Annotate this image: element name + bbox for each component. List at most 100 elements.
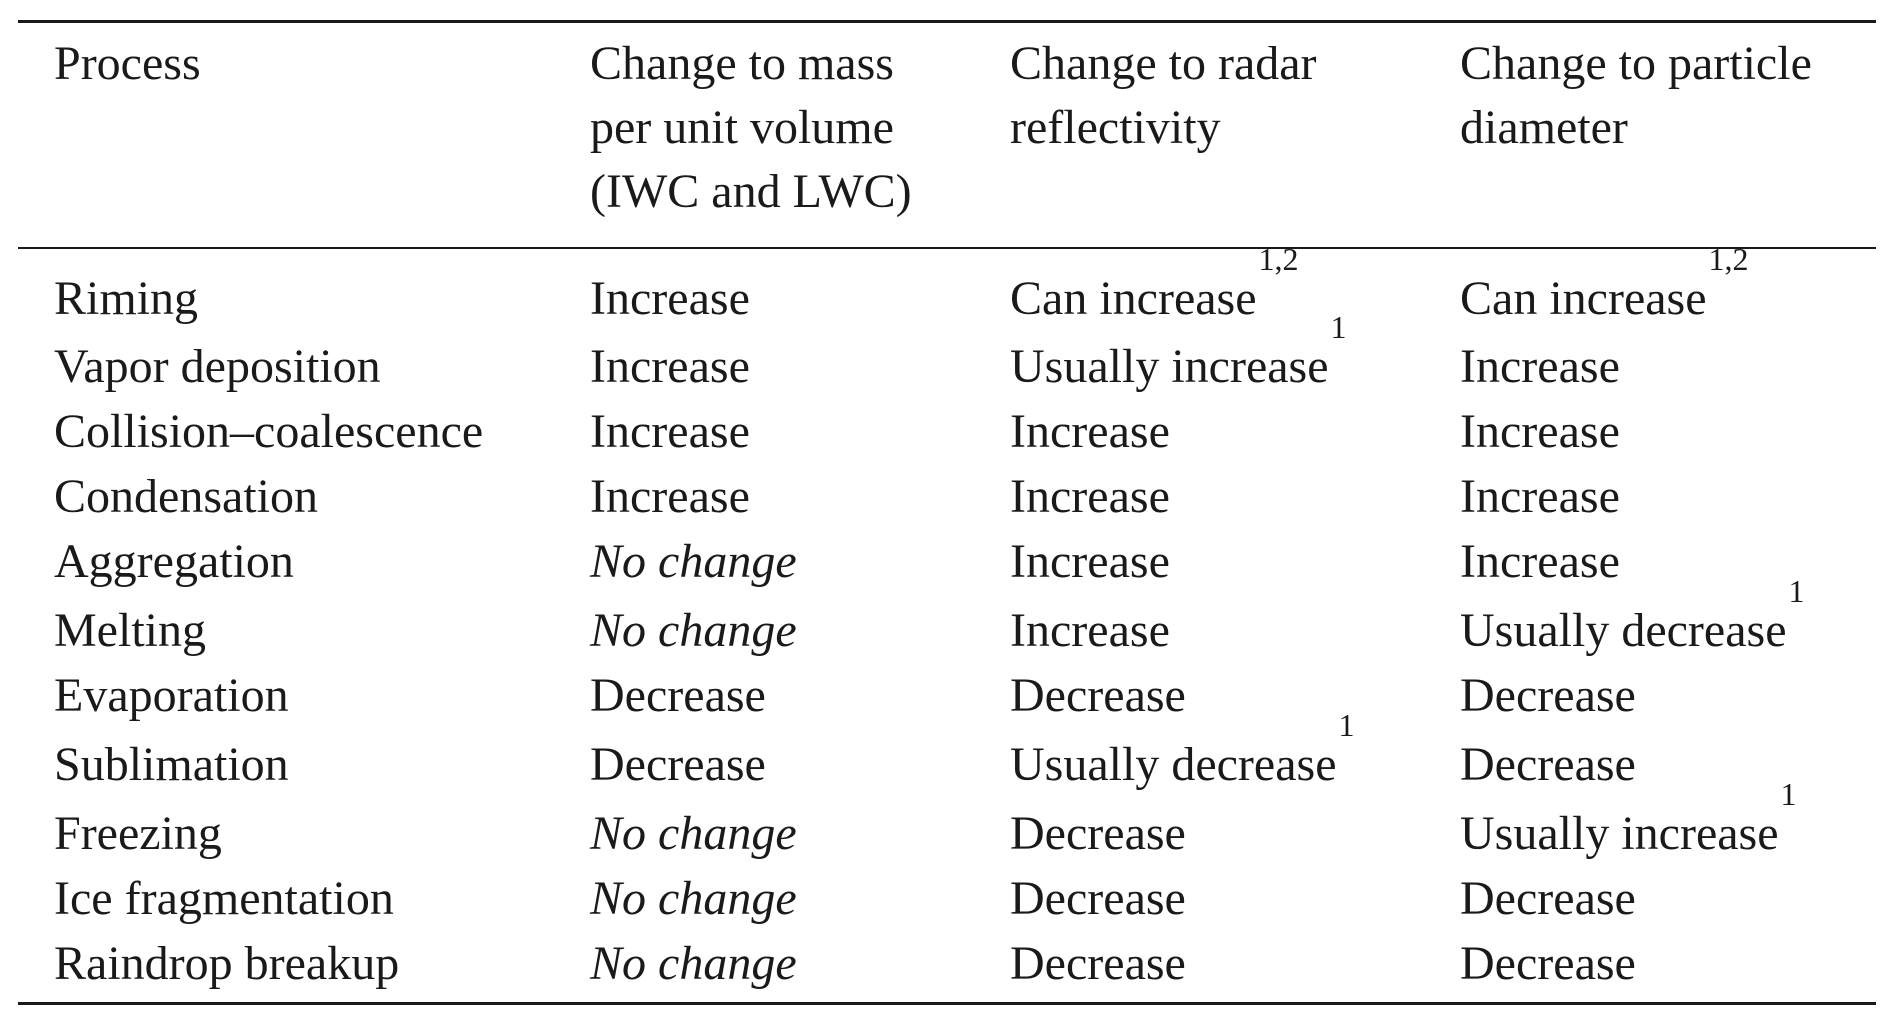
process-cell-text: Riming — [54, 272, 199, 325]
reflectivity-change-cell: Increase — [1010, 599, 1170, 663]
diameter-change-cell: Increase — [1460, 335, 1620, 399]
process-cell: Ice fragmentation — [54, 867, 394, 931]
footnote-marker: 1 — [1788, 573, 1805, 609]
reflectivity-change-cell: Decrease — [1010, 867, 1186, 931]
mass-change-cell: No change — [590, 802, 797, 866]
diameter-change-cell-text: Decrease — [1460, 738, 1636, 791]
column-header-line: Process — [54, 37, 201, 90]
mass-change-cell: No change — [590, 867, 797, 931]
mass-change-cell: Increase — [590, 335, 750, 399]
diameter-change-cell: Decrease — [1460, 733, 1636, 797]
column-header-line: Change to mass — [590, 37, 894, 90]
diameter-change-cell: Decrease — [1460, 867, 1636, 931]
reflectivity-change-cell-text: Usually decrease — [1010, 738, 1337, 791]
process-cell: Raindrop breakup — [54, 932, 399, 996]
reflectivity-change-cell-text: Decrease — [1010, 937, 1186, 990]
mass-change-cell-text: Decrease — [590, 669, 766, 722]
column-header-line: reflectivity — [1010, 101, 1221, 154]
process-cell: Vapor deposition — [54, 335, 381, 399]
reflectivity-change-cell: Can increase1,2 — [1010, 243, 1299, 331]
diameter-change-cell-text: Usually decrease — [1460, 604, 1787, 657]
reflectivity-change-cell-text: Decrease — [1010, 872, 1186, 925]
diameter-change-cell: Can increase1,2 — [1460, 243, 1749, 331]
reflectivity-change-cell: Increase — [1010, 465, 1170, 529]
diameter-change-cell-text: Decrease — [1460, 872, 1636, 925]
footnote-marker: 1 — [1330, 309, 1347, 345]
reflectivity-change-cell: Decrease — [1010, 932, 1186, 996]
process-cell-text: Condensation — [54, 470, 318, 523]
reflectivity-change-cell: Increase — [1010, 400, 1170, 464]
column-header-line: per unit volume — [590, 101, 894, 154]
process-cell: Evaporation — [54, 664, 289, 728]
column-header-line: Change to radar — [1010, 37, 1317, 90]
table-bottom-rule — [18, 1002, 1876, 1005]
mass-change-cell-text: No change — [590, 604, 797, 657]
mass-change-cell: Decrease — [590, 733, 766, 797]
mass-change-cell: Increase — [590, 267, 750, 331]
process-cell: Condensation — [54, 465, 318, 529]
column-header: Change to mass per unit volume (IWC and LW… — [590, 32, 912, 224]
mass-change-cell-text: Increase — [590, 470, 750, 523]
process-cell-text: Raindrop breakup — [54, 937, 400, 990]
reflectivity-change-cell-text: Decrease — [1010, 807, 1186, 860]
diameter-change-cell: Decrease — [1460, 664, 1636, 728]
diameter-change-cell-text: Increase — [1460, 340, 1620, 393]
mass-change-cell: No change — [590, 932, 797, 996]
column-header-line: (IWC and LWC) — [590, 165, 912, 218]
reflectivity-change-cell: Decrease — [1010, 664, 1186, 728]
process-cell-text: Collision–coalescence — [54, 405, 484, 458]
footnote-marker: 1 — [1338, 707, 1355, 743]
mass-change-cell-text: No change — [590, 535, 797, 588]
process-cell: Aggregation — [54, 530, 294, 594]
mass-change-cell: No change — [590, 530, 797, 594]
process-cell-text: Ice fragmentation — [54, 872, 394, 925]
reflectivity-change-cell: Decrease — [1010, 802, 1186, 866]
column-header: Change to radar reflectivity — [1010, 32, 1317, 160]
mass-change-cell: Increase — [590, 465, 750, 529]
process-cell: Freezing — [54, 802, 222, 866]
mass-change-cell: Increase — [590, 400, 750, 464]
reflectivity-change-cell: Increase — [1010, 530, 1170, 594]
column-header: Process — [54, 32, 201, 96]
footnote-marker: 1,2 — [1708, 241, 1749, 277]
diameter-change-cell: Decrease — [1460, 932, 1636, 996]
mass-change-cell-text: Increase — [590, 405, 750, 458]
process-cell: Sublimation — [54, 733, 289, 797]
diameter-change-cell: Usually decrease1 — [1460, 575, 1805, 663]
mass-change-cell-text: No change — [590, 872, 797, 925]
mass-change-cell-text: No change — [590, 937, 797, 990]
process-cell-text: Sublimation — [54, 738, 289, 791]
mass-change-cell-text: Decrease — [590, 738, 766, 791]
reflectivity-change-cell-text: Can increase — [1010, 272, 1257, 325]
column-header-line: diameter — [1460, 101, 1628, 154]
diameter-change-cell: Increase — [1460, 465, 1620, 529]
column-header-line: Change to particle — [1460, 37, 1812, 90]
process-cell: Riming — [54, 267, 198, 331]
diameter-change-cell: Usually increase1 — [1460, 778, 1797, 866]
footnote-marker: 1,2 — [1258, 241, 1299, 277]
process-cell-text: Freezing — [54, 807, 222, 860]
process-cell-text: Melting — [54, 604, 206, 657]
process-cell-text: Aggregation — [54, 535, 294, 588]
diameter-change-cell-text: Increase — [1460, 405, 1620, 458]
mass-change-cell: No change — [590, 599, 797, 663]
mass-change-cell-text: Increase — [590, 340, 750, 393]
reflectivity-change-cell-text: Increase — [1010, 405, 1170, 458]
mass-change-cell-text: Increase — [590, 272, 750, 325]
reflectivity-change-cell-text: Increase — [1010, 535, 1170, 588]
diameter-change-cell-text: Increase — [1460, 470, 1620, 523]
reflectivity-change-cell-text: Decrease — [1010, 669, 1186, 722]
reflectivity-change-cell-text: Increase — [1010, 604, 1170, 657]
diameter-change-cell-text: Usually increase — [1460, 807, 1779, 860]
reflectivity-change-cell: Usually decrease1 — [1010, 709, 1355, 797]
reflectivity-change-cell-text: Increase — [1010, 470, 1170, 523]
process-cell: Melting — [54, 599, 206, 663]
table-header-rule — [18, 247, 1876, 249]
process-cell: Collision–coalescence — [54, 400, 483, 464]
diameter-change-cell-text: Decrease — [1460, 937, 1636, 990]
reflectivity-change-cell-text: Usually increase — [1010, 340, 1329, 393]
process-cell-text: Evaporation — [54, 669, 289, 722]
diameter-change-cell-text: Increase — [1460, 535, 1620, 588]
mass-change-cell-text: No change — [590, 807, 797, 860]
footnote-marker: 1 — [1780, 776, 1797, 812]
